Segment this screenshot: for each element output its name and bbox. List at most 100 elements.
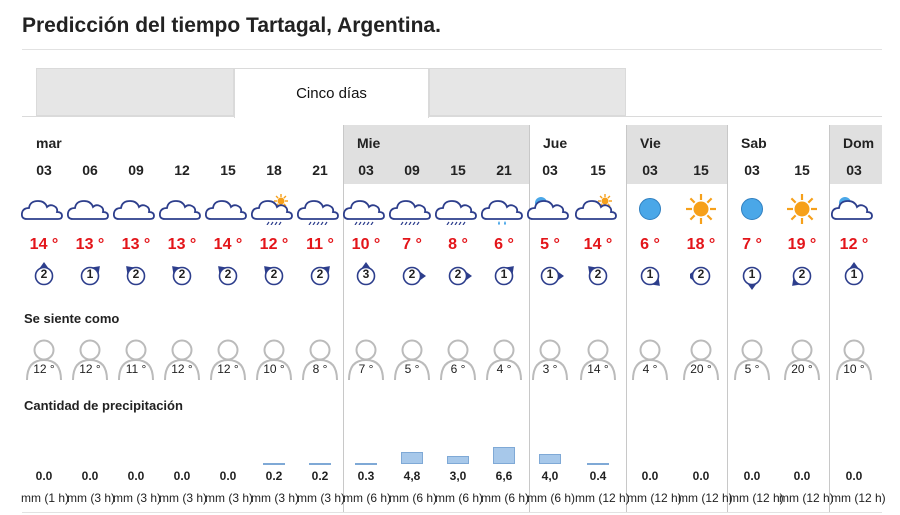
forecast-hour: 09: [404, 162, 420, 178]
temperature-value: 13 °: [167, 236, 197, 253]
feels-like-value: 4 °: [642, 362, 658, 376]
day-header: Vie: [626, 125, 727, 184]
feels-like-person: 5 °: [729, 338, 775, 382]
precipitation-heading: Cantidad de precipitación: [24, 398, 183, 413]
precipitation-value: 4,0: [541, 469, 559, 483]
tab-five-days[interactable]: Cinco días: [234, 68, 429, 118]
wind-speed: 1: [86, 267, 94, 281]
cloud-icon: [66, 193, 113, 225]
temperature-value: 10 °: [351, 236, 381, 253]
day-name: mar: [36, 135, 62, 151]
wind-speed: 2: [270, 267, 278, 281]
precipitation-value: 0.0: [692, 469, 710, 483]
wind-arrow-icon: [80, 266, 100, 286]
wind-speed: 1: [546, 267, 554, 281]
feels-like-value: 8 °: [312, 362, 328, 376]
precipitation-bar: [447, 456, 469, 464]
forecast-hour: 03: [642, 162, 658, 178]
wind-indicator: 1: [539, 262, 569, 290]
wind-arrow-icon: [494, 266, 514, 286]
wind-indicator: 3: [355, 262, 385, 290]
precipitation-bar: [355, 463, 377, 465]
wind-indicator: 2: [309, 262, 339, 290]
precipitation-unit: mm (6 h): [527, 491, 575, 505]
moon-cloud-icon: [526, 193, 573, 225]
temperature-value: 12 °: [259, 236, 289, 253]
forecast-hour: 03: [846, 162, 862, 178]
wind-indicator: 1: [493, 262, 523, 290]
feels-like-value: 10 °: [263, 362, 285, 376]
precipitation-bar: [493, 447, 515, 464]
wind-indicator: 2: [447, 262, 477, 290]
precipitation-unit: mm (12 h): [831, 491, 886, 505]
day-separator: [626, 125, 627, 513]
precipitation-value: 0.4: [589, 469, 607, 483]
wind-indicator: 2: [33, 262, 63, 290]
feels-like-person: 10 °: [251, 338, 297, 382]
title-divider: [22, 49, 882, 50]
wind-speed: 1: [500, 267, 508, 281]
temperature-value: 11 °: [306, 236, 334, 253]
temperature-value: 19 °: [787, 236, 817, 253]
wind-indicator: 2: [171, 262, 201, 290]
wind-speed: 2: [697, 267, 705, 281]
wind-indicator: 1: [79, 262, 109, 290]
precipitation-unit: mm (12 h): [575, 491, 630, 505]
page-title: Predicción del tiempo Tartagal, Argentin…: [22, 14, 441, 37]
precipitation-bar: [263, 463, 285, 465]
temperature-value: 14 °: [583, 236, 613, 253]
day-name: Mie: [357, 135, 381, 151]
precipitation-unit: mm (3 h): [251, 491, 299, 505]
day-header: Mie: [343, 125, 529, 184]
feels-like-person: 3 °: [527, 338, 573, 382]
precipitation-unit: mm (1 h): [21, 491, 69, 505]
moon-cloud-icon: [830, 193, 877, 225]
wind-arrow-icon: [540, 266, 564, 286]
wind-indicator: 2: [263, 262, 293, 290]
feels-like-value: 6 °: [450, 362, 466, 376]
wind-speed: 2: [408, 267, 416, 281]
wind-arrow-icon: [172, 266, 192, 286]
precipitation-value: 0.0: [793, 469, 811, 483]
temperature-value: 13 °: [75, 236, 105, 253]
precipitation-unit: mm (3 h): [297, 491, 345, 505]
wind-indicator: 2: [791, 262, 821, 290]
forecast-hour: 15: [794, 162, 810, 178]
precipitation-unit: mm (12 h): [627, 491, 682, 505]
precipitation-unit: mm (3 h): [159, 491, 207, 505]
feels-like-person: 20 °: [779, 338, 825, 382]
feels-like-person: 4 °: [627, 338, 673, 382]
wind-speed: 2: [40, 267, 48, 281]
feels-like-value: 20 °: [690, 362, 712, 376]
cloud-icon: [112, 193, 159, 225]
precipitation-value: 0.2: [311, 469, 329, 483]
forecast-hour: 03: [358, 162, 374, 178]
precipitation-value: 3,0: [449, 469, 467, 483]
temperature-value: 5 °: [540, 236, 560, 253]
precipitation-bar: [587, 463, 609, 465]
precipitation-value: 0.0: [81, 469, 99, 483]
day-name: Sab: [741, 135, 767, 151]
wind-indicator: 2: [687, 262, 720, 290]
tab-today[interactable]: [36, 68, 234, 116]
forecast-hour: 03: [744, 162, 760, 178]
temperature-value: 6 °: [494, 236, 514, 253]
feels-like-person: 12 °: [159, 338, 205, 382]
temperature-value: 12 °: [839, 236, 869, 253]
day-header: Dom: [829, 125, 882, 184]
forecast-hour: 15: [450, 162, 466, 178]
precipitation-value: 0.3: [357, 469, 375, 483]
tab-extended[interactable]: [429, 68, 626, 116]
wind-speed: 1: [646, 267, 654, 281]
precipitation-unit: mm (3 h): [205, 491, 253, 505]
feels-like-value: 12 °: [79, 362, 101, 376]
day-header: mar: [22, 125, 343, 184]
wind-arrow-icon: [448, 266, 472, 286]
forecast-hour: 03: [542, 162, 558, 178]
wind-arrow-icon: [640, 266, 660, 286]
feels-like-value: 5 °: [744, 362, 760, 376]
wind-speed: 2: [798, 267, 806, 281]
feels-like-person: 4 °: [481, 338, 527, 382]
temperature-value: 7 °: [742, 236, 762, 253]
precipitation-value: 0.0: [743, 469, 761, 483]
